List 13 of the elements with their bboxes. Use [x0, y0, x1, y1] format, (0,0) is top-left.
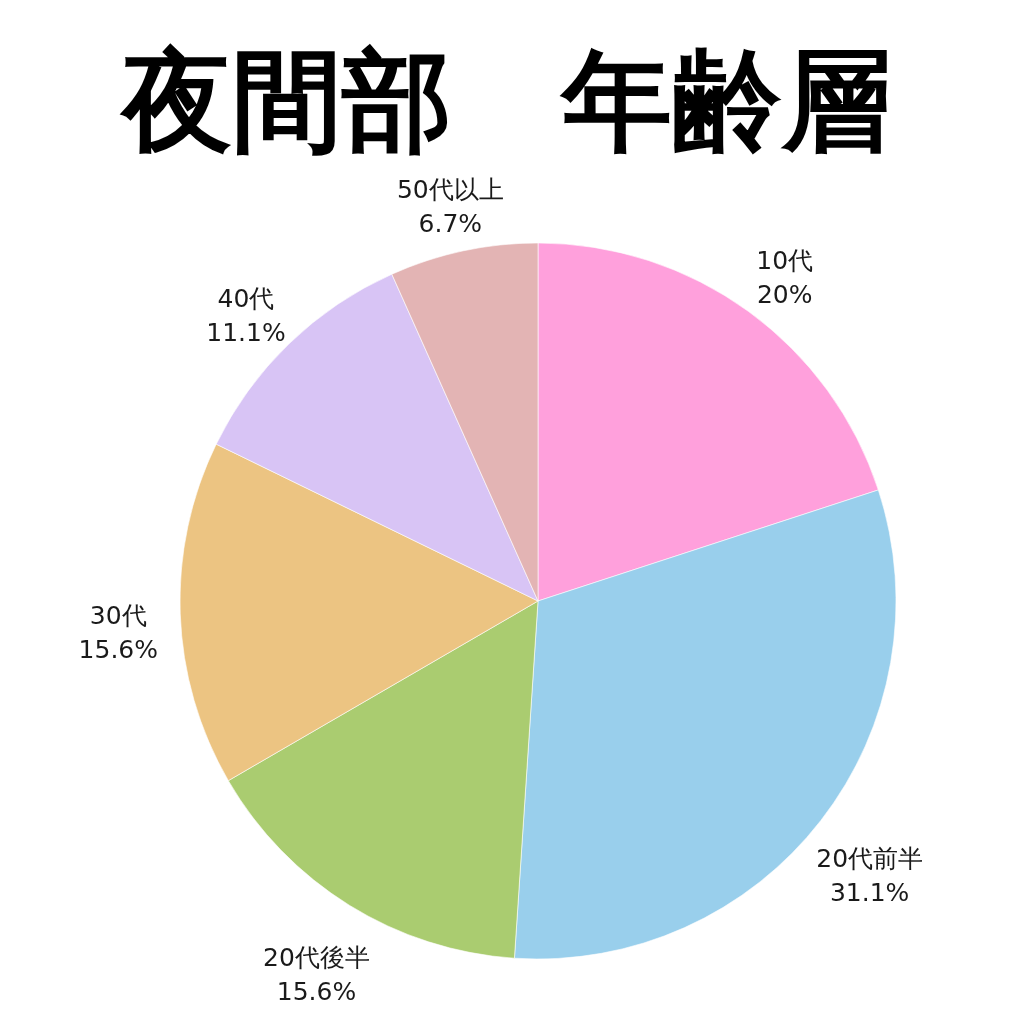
data-label: 15.6%: [78, 635, 158, 665]
data-label: 6.7%: [418, 209, 483, 239]
chart-title: 夜間部 年齢層: [119, 37, 892, 165]
data-label: 31.1%: [829, 877, 910, 907]
data-label: 11.1%: [206, 318, 286, 348]
slice-label: 30代: [89, 601, 147, 631]
slice-label: 40代: [217, 284, 275, 314]
slice-label: 10代: [756, 246, 814, 276]
slice-label: 50代以上: [396, 175, 504, 205]
slice-label: 20代前半: [816, 843, 924, 873]
data-label: 15.6%: [276, 976, 357, 1006]
data-label: 20%: [756, 280, 813, 310]
slice-label: 20代後半: [263, 942, 370, 972]
